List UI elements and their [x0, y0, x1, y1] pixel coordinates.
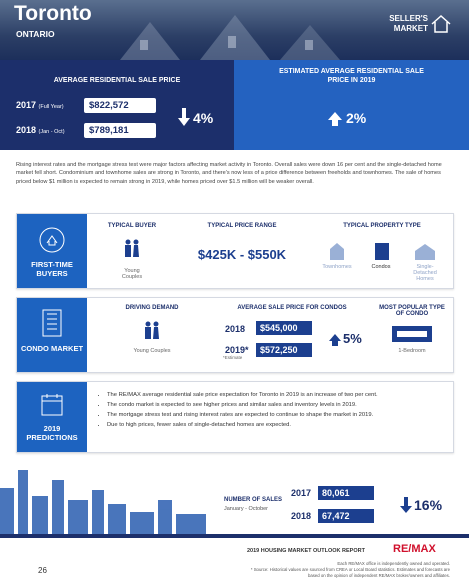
report-title: 2019 HOUSING MARKET OUTLOOK REPORT: [247, 548, 365, 554]
condo-icon: [42, 309, 62, 337]
sales-value: 67,472: [318, 509, 374, 523]
page-number: 26: [38, 566, 47, 575]
note: Each RE/MAX office is independently owne…: [337, 561, 450, 566]
period: (Full Year): [38, 104, 64, 110]
year: 2018: [16, 125, 37, 135]
note: * Source: Historical values are sourced …: [250, 567, 450, 578]
panel-title: AVERAGE RESIDENTIAL SALE PRICE: [53, 77, 181, 84]
card-tag: FIRST-TIME BUYERS: [17, 214, 87, 288]
price: $572,250: [256, 343, 312, 357]
couple-icon: [125, 239, 139, 257]
calendar-icon: [41, 394, 63, 416]
change: 5%: [343, 331, 362, 346]
up-arrow: [328, 112, 342, 126]
year: 2017: [291, 488, 312, 498]
market-status: SELLER'S MARKET: [389, 14, 428, 33]
year: 2018: [225, 324, 246, 334]
sales-title: NUMBER OF SALES: [224, 497, 283, 503]
card-tag: 2019 PREDICTIONS: [17, 382, 87, 452]
card-tag: CONDO MARKET: [17, 298, 87, 372]
year: 2017 (Full Year): [16, 100, 64, 110]
heading: TYPICAL PROPERTY TYPE: [343, 223, 421, 229]
down-arrow: [400, 497, 412, 513]
province: ONTARIO: [16, 29, 55, 39]
year: 2018: [291, 511, 312, 521]
heading: MOST POPULAR TYPE OF CONDO: [379, 305, 445, 317]
couple-icon: [145, 321, 159, 339]
panel-title: ESTIMATED AVERAGE RESIDENTIAL SALE PRICE…: [279, 68, 424, 84]
property-icons: [330, 243, 435, 260]
estimate-panel: ESTIMATED AVERAGE RESIDENTIAL SALE PRICE…: [234, 60, 469, 150]
change: 16%: [414, 497, 443, 513]
up-arrow: [329, 334, 341, 346]
card-label: FIRST-TIME BUYERS: [31, 260, 73, 278]
prediction: The RE/MAX average residential sale pric…: [107, 390, 447, 400]
predictions-card: 2019 PREDICTIONS The RE/MAX average resi…: [16, 381, 454, 453]
heading: AVERAGE SALE PRICE FOR CONDOS: [237, 305, 347, 311]
first-time-buyers-card: FIRST-TIME BUYERS TYPICAL BUYER Young Co…: [16, 213, 454, 289]
prediction: The mortgage stress test and rising inte…: [107, 410, 447, 420]
condo-market-card: CONDO MARKET DRIVING DEMAND Young Couple…: [16, 297, 454, 373]
buyer: Young Couples: [121, 268, 143, 280]
card-label: CONDO MARKET: [20, 344, 84, 353]
price: $789,181: [84, 123, 156, 138]
brand: RE/MAX: [393, 543, 436, 555]
card-label: 2019 PREDICTIONS: [26, 424, 78, 442]
prediction: The condo market is expected to see high…: [107, 400, 447, 410]
change: 2%: [346, 110, 367, 126]
change: 4%: [193, 110, 214, 126]
price: $545,000: [256, 321, 312, 335]
price: $822,572: [84, 98, 156, 113]
price-range: $425K - $550K: [197, 247, 287, 262]
bed-icon: [392, 326, 432, 342]
summary: Rising interest rates and the mortgage s…: [16, 162, 442, 185]
year: 2019*: [225, 345, 249, 355]
property-type: Townhomes: [322, 264, 352, 270]
city: Toronto: [14, 2, 92, 25]
sales-value: 80,061: [318, 486, 374, 500]
year: 2018 (Jan - Oct): [16, 125, 65, 135]
estimate-note: *Estimate: [223, 355, 243, 360]
house-icon: [431, 14, 451, 33]
hands-icon: [39, 227, 65, 253]
down-arrow: [178, 108, 190, 126]
heading: TYPICAL PRICE RANGE: [207, 223, 277, 229]
heading: TYPICAL BUYER: [107, 223, 157, 229]
footer-notes: Each RE/MAX office is independently owne…: [250, 561, 450, 579]
heading: DRIVING DEMAND: [125, 305, 179, 311]
average-price-panel: AVERAGE RESIDENTIAL SALE PRICE 2017 (Ful…: [0, 60, 234, 150]
demand: Young Couples: [133, 348, 171, 354]
sales-period: January - October: [224, 506, 269, 512]
property-type: Condos: [371, 264, 391, 270]
prediction: Due to high prices, fewer sales of singl…: [107, 420, 447, 430]
popular: 1-Bedroom: [398, 348, 426, 354]
predictions-list: The RE/MAX average residential sale pric…: [97, 390, 447, 430]
header: Toronto ONTARIO SELLER'S MARKET: [0, 0, 469, 60]
header-photo: [120, 15, 340, 60]
period: (Jan - Oct): [38, 129, 65, 135]
property-type: Single-Detached Homes: [413, 264, 437, 282]
year: 2017: [16, 100, 37, 110]
